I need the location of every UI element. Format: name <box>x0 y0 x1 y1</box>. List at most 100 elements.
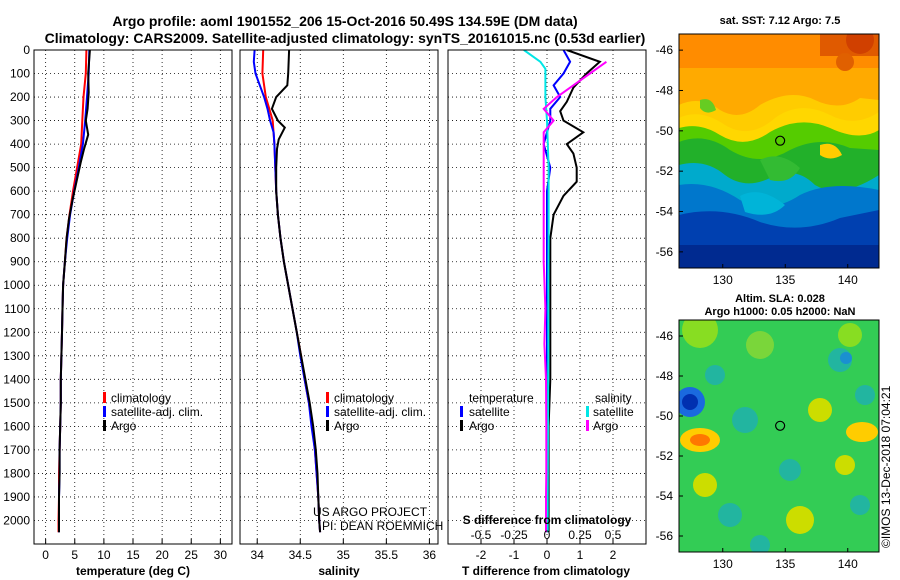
map-y-tick-label: -56 <box>656 529 674 543</box>
legend-label-climatology: climatology <box>334 391 394 405</box>
map-x-tick-label: 130 <box>713 557 733 571</box>
map-y-tick-label: -50 <box>656 124 674 138</box>
x-tick-label: 10 <box>97 548 111 562</box>
sla-map-ticks: 130 135 140 -46 -48 -50 -52 -54 -56 <box>656 329 858 571</box>
series-line-argo <box>270 50 322 533</box>
salinity-grid <box>240 49 438 544</box>
s-difference-axis-label: S difference from climatology <box>463 513 632 527</box>
map-y-tick-label: -52 <box>656 164 674 178</box>
map-y-tick-label: -50 <box>656 409 674 423</box>
map-y-tick-label: -46 <box>656 43 674 57</box>
depth-tick-label: 600 <box>10 184 30 198</box>
depth-tick-label: 1300 <box>3 349 30 363</box>
map-x-tick-label: 135 <box>775 273 795 287</box>
series-line-s-satellite <box>523 50 550 533</box>
legend-swatch-satellite-adj <box>103 406 106 417</box>
imos-credit: ©IMOS 13-Dec-2018 07:04:21 <box>879 385 893 548</box>
depth-tick-label: 1800 <box>3 466 30 480</box>
legend-swatch-t-satellite <box>460 406 463 417</box>
legend-label-climatology: climatology <box>111 391 171 405</box>
x-tick-label: 20 <box>155 548 169 562</box>
legend-label-argo: Argo <box>334 419 360 433</box>
series-line-satellite-adj-clim- <box>252 50 322 533</box>
x-tick-label: 2 <box>610 548 617 562</box>
sst-map-title: sat. SST: 7.12 Argo: 7.5 <box>720 15 841 27</box>
legend-group-temperature: temperature <box>469 391 534 405</box>
sla-map-title: Altim. SLA: 0.028 <box>735 293 825 305</box>
legend-swatch-s-argo <box>586 420 589 431</box>
depth-tick-label: 700 <box>10 208 30 222</box>
temperature-panel: 0100200300400500600700800900100011001200… <box>3 43 233 578</box>
x-tick-label: 35.5 <box>375 548 399 562</box>
depth-tick-label: 1400 <box>3 372 30 386</box>
sla-map-subtitle: Argo h1000: 0.05 h2000: NaN <box>704 306 855 318</box>
argo-location-marker <box>775 135 786 146</box>
depth-tick-label: 2000 <box>3 513 30 527</box>
project-annotation: US ARGO PROJECT <box>313 505 428 519</box>
depth-tick-label: 1500 <box>3 396 30 410</box>
map-y-tick-label: -56 <box>656 245 674 259</box>
legend-label-satellite-adj: satellite-adj. clim. <box>334 405 426 419</box>
sst-map-image <box>679 34 879 268</box>
difference-panel-frame <box>447 49 647 545</box>
legend-label-argo: Argo <box>111 419 137 433</box>
sst-map-ticks: 130 135 140 -46 -48 -50 -52 -54 -56 <box>656 43 858 287</box>
legend-swatch-argo <box>103 420 106 431</box>
legend-swatch-climatology <box>103 392 106 403</box>
depth-tick-label: 500 <box>10 161 30 175</box>
sst-map: sat. SST: 7.12 Argo: 7.5 130 135 140-46- <box>656 15 880 287</box>
legend-swatch-argo <box>326 420 329 431</box>
temperature-legend: climatology satellite-adj. clim. Argo <box>103 391 203 433</box>
x-tick-label: 30 <box>214 548 228 562</box>
x-tick-label: 5 <box>71 548 78 562</box>
x-tick-label: 36 <box>423 548 437 562</box>
map-y-tick-label: -52 <box>656 449 674 463</box>
difference-series <box>523 50 607 533</box>
x-tick-label: 35 <box>337 548 351 562</box>
temperature-x-label: temperature (deg C) <box>76 564 190 578</box>
salinity-legend: climatology satellite-adj. clim. Argo <box>326 391 426 433</box>
difference-legend: temperature satellite Argo salinity sate… <box>460 391 634 433</box>
map-y-tick-label: -54 <box>656 489 674 503</box>
legend-swatch-s-satellite <box>586 406 589 417</box>
depth-tick-label: 800 <box>10 231 30 245</box>
temperature-x-axis: 0 5 10 15 20 25 30 <box>42 539 227 562</box>
argo-location-marker <box>775 420 786 431</box>
salinity-panel: 34 34.5 35 35.5 36 salinity climatology sate… <box>239 49 443 578</box>
t-difference-x-label: T difference from climatology <box>462 564 630 578</box>
x-tick-label: 0 <box>544 548 551 562</box>
series-line-t-satellite <box>542 50 572 533</box>
temperature-series <box>57 50 91 533</box>
depth-tick-label: 1100 <box>4 302 30 316</box>
salinity-series <box>252 50 322 533</box>
depth-tick-label: 1700 <box>3 443 30 457</box>
x-tick-label: 25 <box>185 548 199 562</box>
legend-swatch-climatology <box>326 392 329 403</box>
depth-tick-label: 100 <box>10 67 30 81</box>
legend-swatch-satellite-adj <box>326 406 329 417</box>
legend-swatch-t-argo <box>460 420 463 431</box>
legend-group-salinity: salinity <box>595 391 632 405</box>
depth-tick-label: 1200 <box>3 325 30 339</box>
difference-grid <box>448 49 646 544</box>
x-tick-label: -2 <box>476 548 487 562</box>
map-x-tick-label: 140 <box>838 273 858 287</box>
depth-tick-label: 900 <box>10 255 30 269</box>
map-x-tick-label: 135 <box>775 557 795 571</box>
depth-tick-label: 200 <box>10 90 30 104</box>
depth-tick-label: 300 <box>10 114 30 128</box>
x-tick-label: 0 <box>42 548 49 562</box>
x-tick-label: 15 <box>126 548 140 562</box>
s-tick: 0 <box>544 528 551 542</box>
sst-map-frame <box>678 33 880 269</box>
s-tick: 0.5 <box>605 528 622 542</box>
difference-x-axis: -2 -1 0 1 2 <box>476 539 617 562</box>
depth-tick-label: 400 <box>10 137 30 151</box>
map-y-tick-label: -48 <box>656 83 674 97</box>
x-tick-label: 34.5 <box>289 548 313 562</box>
depth-tick-label: 1600 <box>3 419 30 433</box>
series-line-t-argo <box>547 50 602 533</box>
series-line-argo <box>58 50 91 533</box>
s-tick: 0.25 <box>568 528 592 542</box>
